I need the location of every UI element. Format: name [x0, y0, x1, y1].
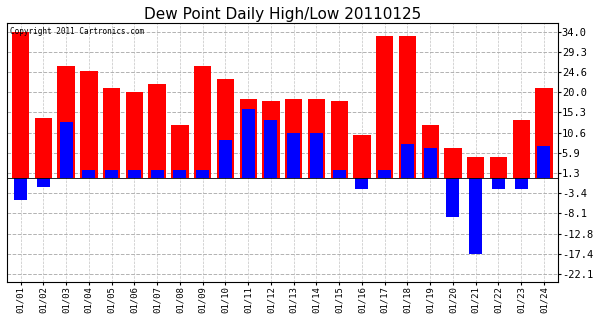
- Bar: [310, 133, 323, 179]
- Bar: [173, 170, 187, 179]
- Bar: [424, 148, 437, 179]
- Bar: [239, 99, 257, 179]
- Bar: [262, 101, 280, 179]
- Bar: [467, 157, 484, 179]
- Bar: [148, 84, 166, 179]
- Bar: [194, 66, 211, 179]
- Bar: [538, 146, 550, 179]
- Bar: [171, 124, 188, 179]
- Bar: [469, 179, 482, 254]
- Bar: [308, 99, 325, 179]
- Bar: [512, 120, 530, 179]
- Bar: [285, 99, 302, 179]
- Bar: [378, 170, 391, 179]
- Bar: [355, 179, 368, 189]
- Bar: [332, 170, 346, 179]
- Bar: [401, 144, 414, 179]
- Bar: [58, 66, 75, 179]
- Bar: [128, 170, 141, 179]
- Bar: [196, 170, 209, 179]
- Bar: [35, 118, 52, 179]
- Bar: [82, 170, 95, 179]
- Bar: [59, 122, 73, 179]
- Bar: [37, 179, 50, 187]
- Bar: [219, 140, 232, 179]
- Bar: [331, 101, 348, 179]
- Bar: [12, 32, 29, 179]
- Bar: [353, 135, 371, 179]
- Bar: [287, 133, 300, 179]
- Bar: [376, 36, 394, 179]
- Bar: [265, 120, 277, 179]
- Bar: [515, 179, 528, 189]
- Text: Copyright 2011 Cartronics.com: Copyright 2011 Cartronics.com: [10, 27, 144, 36]
- Bar: [105, 170, 118, 179]
- Bar: [126, 92, 143, 179]
- Bar: [242, 109, 254, 179]
- Bar: [217, 79, 234, 179]
- Bar: [399, 36, 416, 179]
- Bar: [80, 71, 98, 179]
- Bar: [492, 179, 505, 189]
- Bar: [14, 179, 27, 200]
- Bar: [535, 88, 553, 179]
- Bar: [151, 170, 164, 179]
- Bar: [445, 148, 461, 179]
- Bar: [490, 157, 507, 179]
- Bar: [422, 124, 439, 179]
- Bar: [446, 179, 460, 217]
- Bar: [103, 88, 120, 179]
- Title: Dew Point Daily High/Low 20110125: Dew Point Daily High/Low 20110125: [143, 7, 421, 22]
